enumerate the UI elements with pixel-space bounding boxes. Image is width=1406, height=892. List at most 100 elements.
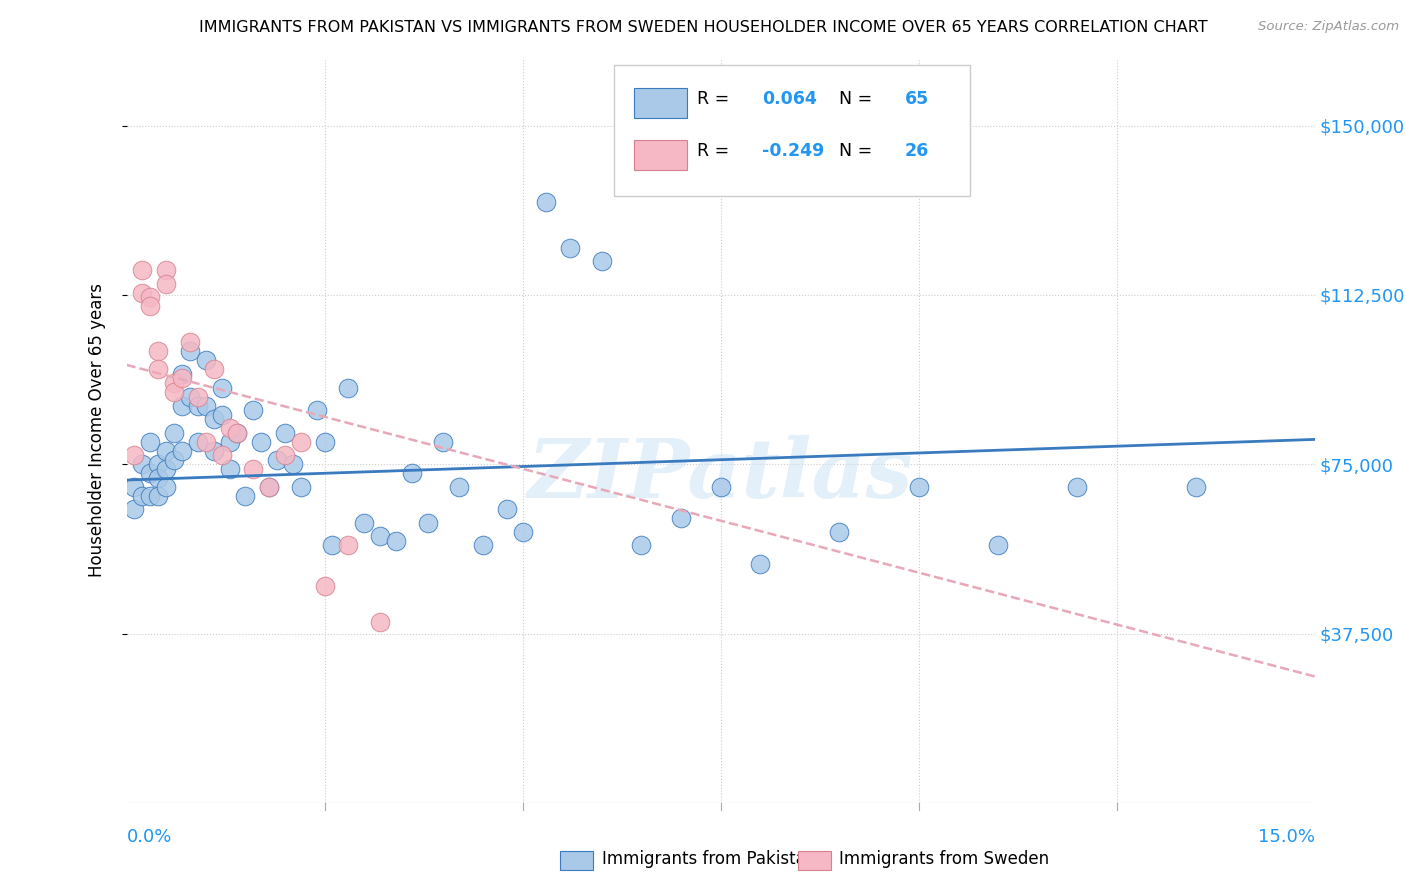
Point [139,434,162,449]
FancyBboxPatch shape [634,140,688,169]
Point [337,539,360,553]
FancyBboxPatch shape [634,87,688,118]
FancyBboxPatch shape [613,65,970,195]
Point [321,539,343,553]
Point [163,376,186,390]
Point [163,384,186,399]
Point [368,615,391,630]
Text: 0.064: 0.064 [762,90,817,108]
Point [257,480,280,494]
Point [907,480,929,494]
Point [155,480,177,494]
Text: -0.249: -0.249 [762,142,824,160]
Point [155,443,177,458]
Point [250,434,273,449]
Point [337,380,360,394]
Point [257,480,280,494]
Point [131,489,153,503]
Point [170,399,193,413]
Point [211,380,233,394]
Point [416,516,439,530]
Point [305,403,328,417]
Point [202,443,225,458]
Point [124,448,146,462]
Point [749,557,772,571]
Point [148,457,170,471]
Text: Source: ZipAtlas.com: Source: ZipAtlas.com [1258,20,1399,33]
Point [139,489,162,503]
Point [194,399,217,413]
Text: 26: 26 [904,142,929,160]
Point [218,421,240,435]
Point [669,511,692,525]
Point [163,452,186,467]
Point [710,480,733,494]
FancyBboxPatch shape [560,851,593,870]
Point [163,425,186,440]
Point [124,502,146,516]
Point [179,344,201,359]
Point [202,412,225,426]
Y-axis label: Householder Income Over 65 years: Householder Income Over 65 years [87,284,105,577]
Point [314,434,336,449]
Point [187,390,209,404]
Text: IMMIGRANTS FROM PAKISTAN VS IMMIGRANTS FROM SWEDEN HOUSEHOLDER INCOME OVER 65 YE: IMMIGRANTS FROM PAKISTAN VS IMMIGRANTS F… [198,20,1208,35]
Point [512,524,534,539]
Point [432,434,454,449]
Point [368,529,391,543]
Point [211,448,233,462]
Point [170,443,193,458]
Point [187,399,209,413]
Point [314,579,336,593]
Point [194,434,217,449]
Point [558,241,581,255]
Point [187,434,209,449]
Point [131,285,153,300]
Text: N =: N = [839,142,879,160]
Text: R =: R = [697,90,734,108]
Text: 0.0%: 0.0% [127,828,172,846]
Point [218,462,240,476]
Point [242,462,264,476]
Point [630,539,652,553]
Point [148,362,170,376]
Point [170,371,193,385]
Point [131,457,153,471]
Point [202,362,225,376]
Point [211,408,233,422]
Point [139,299,162,313]
Text: 15.0%: 15.0% [1257,828,1315,846]
Point [179,390,201,404]
Point [987,539,1010,553]
Point [495,502,517,516]
Point [139,290,162,304]
Point [148,344,170,359]
Text: Immigrants from Pakistan: Immigrants from Pakistan [602,850,815,869]
Point [170,367,193,381]
Text: R =: R = [697,142,734,160]
Point [290,434,312,449]
Point [218,434,240,449]
Point [449,480,471,494]
Point [131,263,153,277]
Point [124,480,146,494]
Point [148,471,170,485]
Text: Immigrants from Sweden: Immigrants from Sweden [839,850,1049,869]
Point [1185,480,1208,494]
Point [828,524,851,539]
Point [139,467,162,481]
Point [226,425,249,440]
Point [155,277,177,291]
Point [1066,480,1088,494]
Text: N =: N = [839,90,879,108]
Point [155,462,177,476]
Point [179,335,201,350]
Point [472,539,495,553]
Point [353,516,375,530]
Point [281,457,304,471]
Point [385,533,408,548]
Point [401,467,423,481]
Point [148,489,170,503]
Point [155,263,177,277]
FancyBboxPatch shape [797,851,831,870]
